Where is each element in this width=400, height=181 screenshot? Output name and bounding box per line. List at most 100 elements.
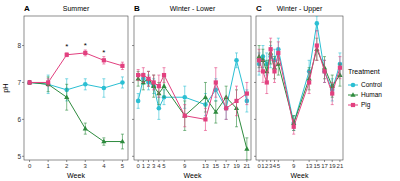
x-tick [158, 160, 159, 162]
marker [269, 47, 273, 51]
legend-marker [351, 83, 356, 88]
error-bar [183, 105, 186, 127]
x-tick-label: 17 [223, 163, 230, 169]
error-bar [214, 68, 217, 98]
marker [101, 139, 106, 144]
error-bar [323, 60, 326, 82]
marker [338, 66, 342, 70]
x-tick-label: 15 [313, 163, 320, 169]
panel-label: A [24, 4, 30, 13]
series-line [259, 46, 340, 127]
marker [322, 69, 326, 73]
marker [83, 51, 87, 55]
error-bar [147, 71, 150, 86]
x-tick [103, 160, 104, 162]
x-tick [278, 160, 279, 162]
error-bar [292, 119, 295, 134]
annotation: * [102, 48, 105, 57]
error-bar [28, 81, 31, 85]
x-tick-label: 0 [136, 163, 140, 169]
error-bar [102, 79, 105, 97]
x-tick-label: 21 [337, 163, 344, 169]
x-axis-label: Week [184, 172, 202, 179]
legend: TreatmentControlHumanPig [348, 68, 383, 109]
x-tick-label: 9 [292, 163, 296, 169]
marker [102, 86, 107, 91]
x-tick [259, 160, 260, 162]
error-bar [65, 53, 68, 57]
error-bar [225, 97, 228, 119]
error-bar [315, 31, 318, 61]
y-tick [254, 156, 256, 157]
x-tick-label: 4 [102, 163, 106, 169]
series-line [30, 82, 123, 141]
x-tick [205, 160, 206, 162]
error-bar [102, 57, 105, 64]
marker [224, 106, 228, 110]
x-tick [332, 160, 333, 162]
error-bar [245, 82, 248, 104]
error-bar [258, 49, 261, 71]
plot-frame [134, 16, 251, 160]
panel: BWinter - Lower01234591315171921Week [132, 4, 251, 179]
y-tick [254, 82, 256, 83]
marker [234, 58, 239, 63]
marker [213, 109, 218, 114]
marker [27, 80, 31, 84]
error-bar [225, 97, 228, 119]
panel-label: B [134, 4, 140, 13]
y-tick [22, 45, 24, 46]
y-tick-label: 5 [17, 153, 21, 160]
panel-title: Summer [63, 5, 90, 12]
legend-label: Human [361, 91, 382, 98]
error-bar [163, 68, 166, 83]
marker [182, 95, 187, 100]
legend-title: Treatment [348, 68, 380, 75]
annotation: * [84, 41, 87, 50]
marker [27, 80, 32, 85]
chart: ASummer5678012345WeekpH***BWinter - Lowe… [0, 0, 400, 181]
series-line [138, 75, 247, 119]
error-bar [28, 81, 31, 85]
x-tick-label: 21 [244, 163, 251, 169]
x-tick [184, 160, 185, 162]
error-bar [269, 38, 272, 60]
data-area [136, 53, 250, 160]
error-bar [277, 42, 280, 64]
marker [102, 58, 106, 62]
x-tick [262, 160, 263, 162]
series-line [30, 53, 123, 83]
x-tick-label: 5 [277, 163, 281, 169]
data-area [27, 50, 125, 149]
x-tick-label: 9 [183, 163, 187, 169]
error-bar [47, 79, 50, 86]
panel: CWinter - Upper01234591315171921Week [254, 4, 344, 179]
error-bar [308, 71, 311, 93]
x-tick-label: 17 [321, 163, 328, 169]
x-tick [270, 160, 271, 162]
x-tick-label: 2 [65, 163, 69, 169]
legend-marker [350, 92, 355, 97]
x-tick [138, 160, 139, 162]
error-bar [147, 71, 150, 86]
error-bar [323, 60, 326, 82]
x-tick-label: 4 [157, 163, 161, 169]
error-bar [137, 94, 140, 109]
plot-frame [256, 16, 343, 160]
x-tick-label: 3 [84, 163, 88, 169]
error-bar [315, 16, 318, 31]
marker [161, 83, 166, 88]
marker [234, 99, 238, 103]
error-bar [273, 60, 276, 82]
error-bar [121, 77, 124, 88]
error-bar [84, 79, 87, 90]
x-axis-label: Week [291, 172, 309, 179]
panel-label: C [256, 4, 262, 13]
x-tick [226, 160, 227, 162]
x-tick [85, 160, 86, 162]
x-tick [48, 160, 49, 162]
y-tick [22, 156, 24, 157]
marker [292, 125, 296, 129]
legend-label: Control [361, 81, 383, 88]
x-tick [339, 160, 340, 162]
